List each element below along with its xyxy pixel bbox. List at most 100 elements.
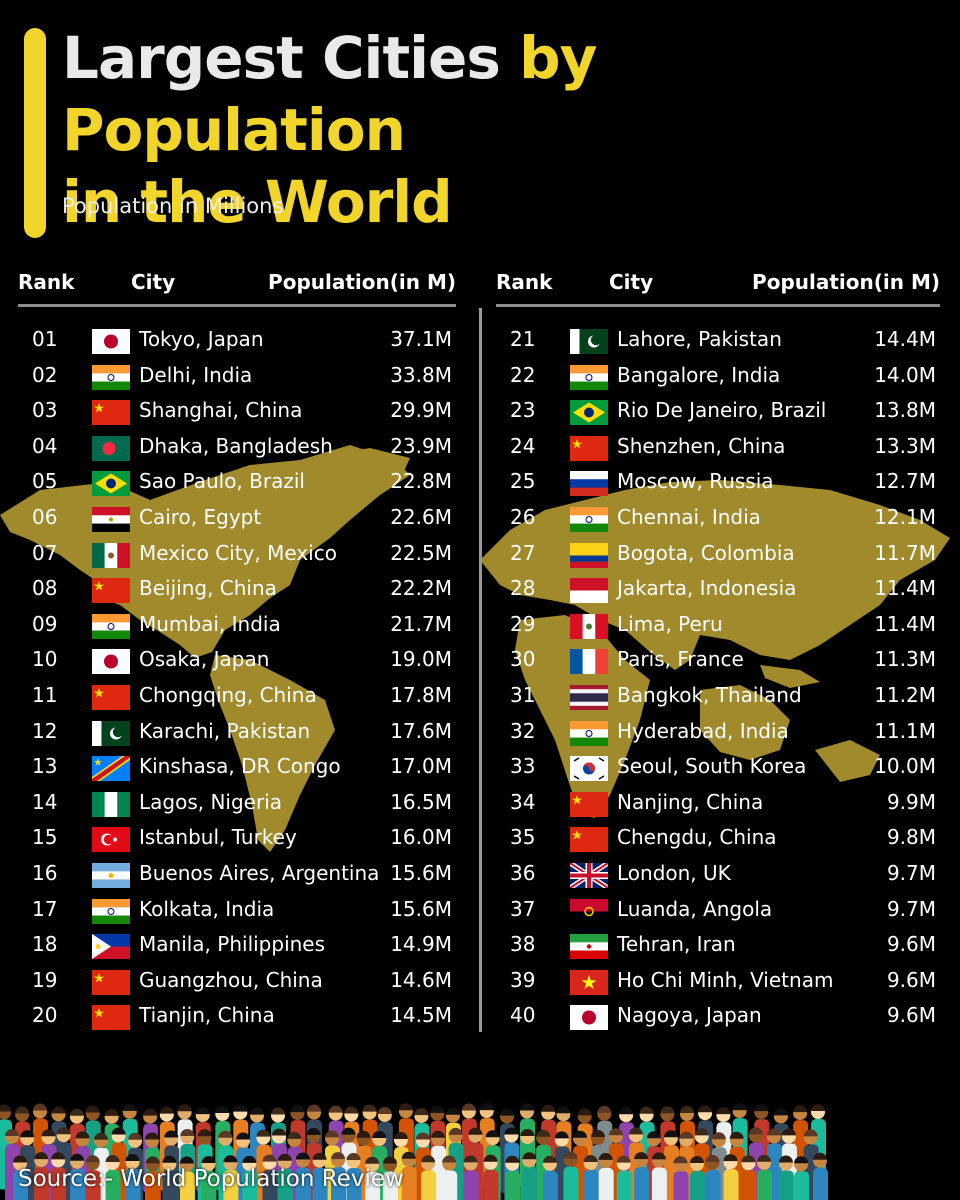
rank-cell: 10	[32, 647, 58, 672]
table-row: 18 Manila, Philippines 14.9M	[18, 927, 456, 963]
table-row: 02 Delhi, India 33.8M	[18, 358, 456, 394]
table-row: 34 Nanjing, China 9.9M	[496, 785, 940, 821]
page-title: Largest Cities by Population in the World	[62, 22, 942, 238]
population-cell: 11.2M	[874, 682, 936, 707]
population-cell: 9.8M	[886, 825, 936, 850]
source-note: Source:- World Population Review	[18, 1166, 404, 1192]
china-flag-icon	[92, 400, 130, 426]
table-row: 19 Guangzhou, China 14.6M	[18, 963, 456, 999]
table-row: 27 Bogota, Colombia 11.7M	[496, 536, 940, 572]
table-row: 20 Tianjin, China 14.5M	[18, 998, 456, 1034]
table-row: 04 Dhaka, Bangladesh 23.9M	[18, 429, 456, 465]
city-cell: Ho Chi Minh, Vietnam	[617, 967, 834, 992]
vietnam-flag-icon	[570, 969, 608, 995]
table-row: 40 Nagoya, Japan 9.6M	[496, 998, 940, 1034]
table-row: 06 Cairo, Egypt 22.6M	[18, 500, 456, 536]
population-cell: 13.3M	[874, 433, 936, 458]
population-cell: 22.6M	[390, 504, 452, 529]
title-accent-bar	[24, 28, 46, 238]
city-cell: Bangkok, Thailand	[617, 682, 802, 707]
rank-cell: 38	[510, 932, 536, 957]
table-row: 22 Bangalore, India 14.0M	[496, 358, 940, 394]
rank-cell: 17	[32, 896, 58, 921]
population-cell: 11.1M	[874, 718, 936, 743]
table-row: 16 Buenos Aires, Argentina 15.6M	[18, 856, 456, 892]
table-row: 39 Ho Chi Minh, Vietnam 9.6M	[496, 963, 940, 999]
table-row: 21 Lahore, Pakistan 14.4M	[496, 322, 940, 358]
rank-cell: 33	[510, 754, 536, 779]
rank-cell: 16	[32, 860, 58, 885]
table-row: 30 Paris, France 11.3M	[496, 642, 940, 678]
rank-cell: 02	[32, 362, 58, 387]
rank-cell: 12	[32, 718, 58, 743]
city-cell: Sao Paulo, Brazil	[139, 469, 305, 494]
city-cell: Guangzhou, China	[139, 967, 323, 992]
table-row: 38 Tehran, Iran 9.6M	[496, 927, 940, 963]
rank-cell: 08	[32, 576, 58, 601]
china-flag-icon	[570, 435, 608, 461]
india-flag-icon	[570, 720, 608, 746]
city-cell: Manila, Philippines	[139, 932, 326, 957]
table-header-right: Rank City Population(in M)	[496, 268, 940, 307]
iran-flag-icon	[570, 934, 608, 960]
population-cell: 22.8M	[390, 469, 452, 494]
rank-cell: 03	[32, 398, 58, 423]
city-cell: Chengdu, China	[617, 825, 777, 850]
population-cell: 14.9M	[390, 932, 452, 957]
argentina-flag-icon	[92, 862, 130, 888]
column-divider	[479, 308, 482, 1032]
rank-cell: 28	[510, 576, 536, 601]
rank-cell: 07	[32, 540, 58, 565]
table-row: 35 Chengdu, China 9.8M	[496, 820, 940, 856]
population-cell: 16.5M	[390, 789, 452, 814]
china-flag-icon	[92, 969, 130, 995]
china-flag-icon	[92, 684, 130, 710]
table-row: 32 Hyderabad, India 11.1M	[496, 714, 940, 750]
city-cell: Luanda, Angola	[617, 896, 773, 921]
ranking-rows-right: 21 Lahore, Pakistan 14.4M 22 Bangalore, Indi…	[496, 322, 940, 1034]
population-cell: 9.9M	[886, 789, 936, 814]
city-cell: Dhaka, Bangladesh	[139, 433, 333, 458]
table-row: 14 Lagos, Nigeria 16.5M	[18, 785, 456, 821]
city-cell: Lahore, Pakistan	[617, 327, 782, 351]
rank-cell: 05	[32, 469, 58, 494]
ranking-rows-left: 01 Tokyo, Japan 37.1M 02 Delhi, India 33.8M 03…	[18, 322, 456, 1034]
pakistan-flag-icon	[570, 329, 608, 354]
population-cell: 12.7M	[874, 469, 936, 494]
rank-cell: 30	[510, 647, 536, 672]
table-row: 33 Seoul, South Korea 10.0M	[496, 749, 940, 785]
city-cell: Nagoya, Japan	[617, 1003, 762, 1028]
population-cell: 23.9M	[390, 433, 452, 458]
nigeria-flag-icon	[92, 791, 130, 817]
rank-cell: 27	[510, 540, 536, 565]
china-flag-icon	[92, 578, 130, 604]
header-population: Population(in M)	[268, 270, 456, 294]
population-cell: 14.0M	[874, 362, 936, 387]
rank-cell: 22	[510, 362, 536, 387]
city-cell: Mexico City, Mexico	[139, 540, 337, 565]
india-flag-icon	[92, 364, 130, 390]
population-cell: 33.8M	[390, 362, 452, 387]
japan-flag-icon	[92, 649, 130, 675]
table-row: 12 Karachi, Pakistan 17.6M	[18, 714, 456, 750]
header-population: Population(in M)	[752, 270, 940, 294]
table-row: 09 Mumbai, India 21.7M	[18, 607, 456, 643]
uk-flag-icon	[570, 862, 608, 888]
rank-cell: 11	[32, 682, 58, 707]
city-cell: Moscow, Russia	[617, 469, 774, 494]
table-row: 11 Chongqing, China 17.8M	[18, 678, 456, 714]
rank-cell: 40	[510, 1003, 536, 1028]
header-rule	[18, 304, 456, 307]
title-part-2: by Population	[62, 24, 597, 164]
china-flag-icon	[570, 791, 608, 817]
population-cell: 17.8M	[390, 682, 452, 707]
population-cell: 37.1M	[390, 327, 452, 351]
table-row: 07 Mexico City, Mexico 22.5M	[18, 536, 456, 572]
india-flag-icon	[92, 898, 130, 924]
city-cell: Bangalore, India	[617, 362, 781, 387]
brazil-flag-icon	[570, 400, 608, 426]
population-cell: 12.1M	[874, 504, 936, 529]
pakistan-flag-icon	[92, 720, 130, 746]
india-flag-icon	[92, 613, 130, 639]
city-cell: Bogota, Colombia	[617, 540, 795, 565]
